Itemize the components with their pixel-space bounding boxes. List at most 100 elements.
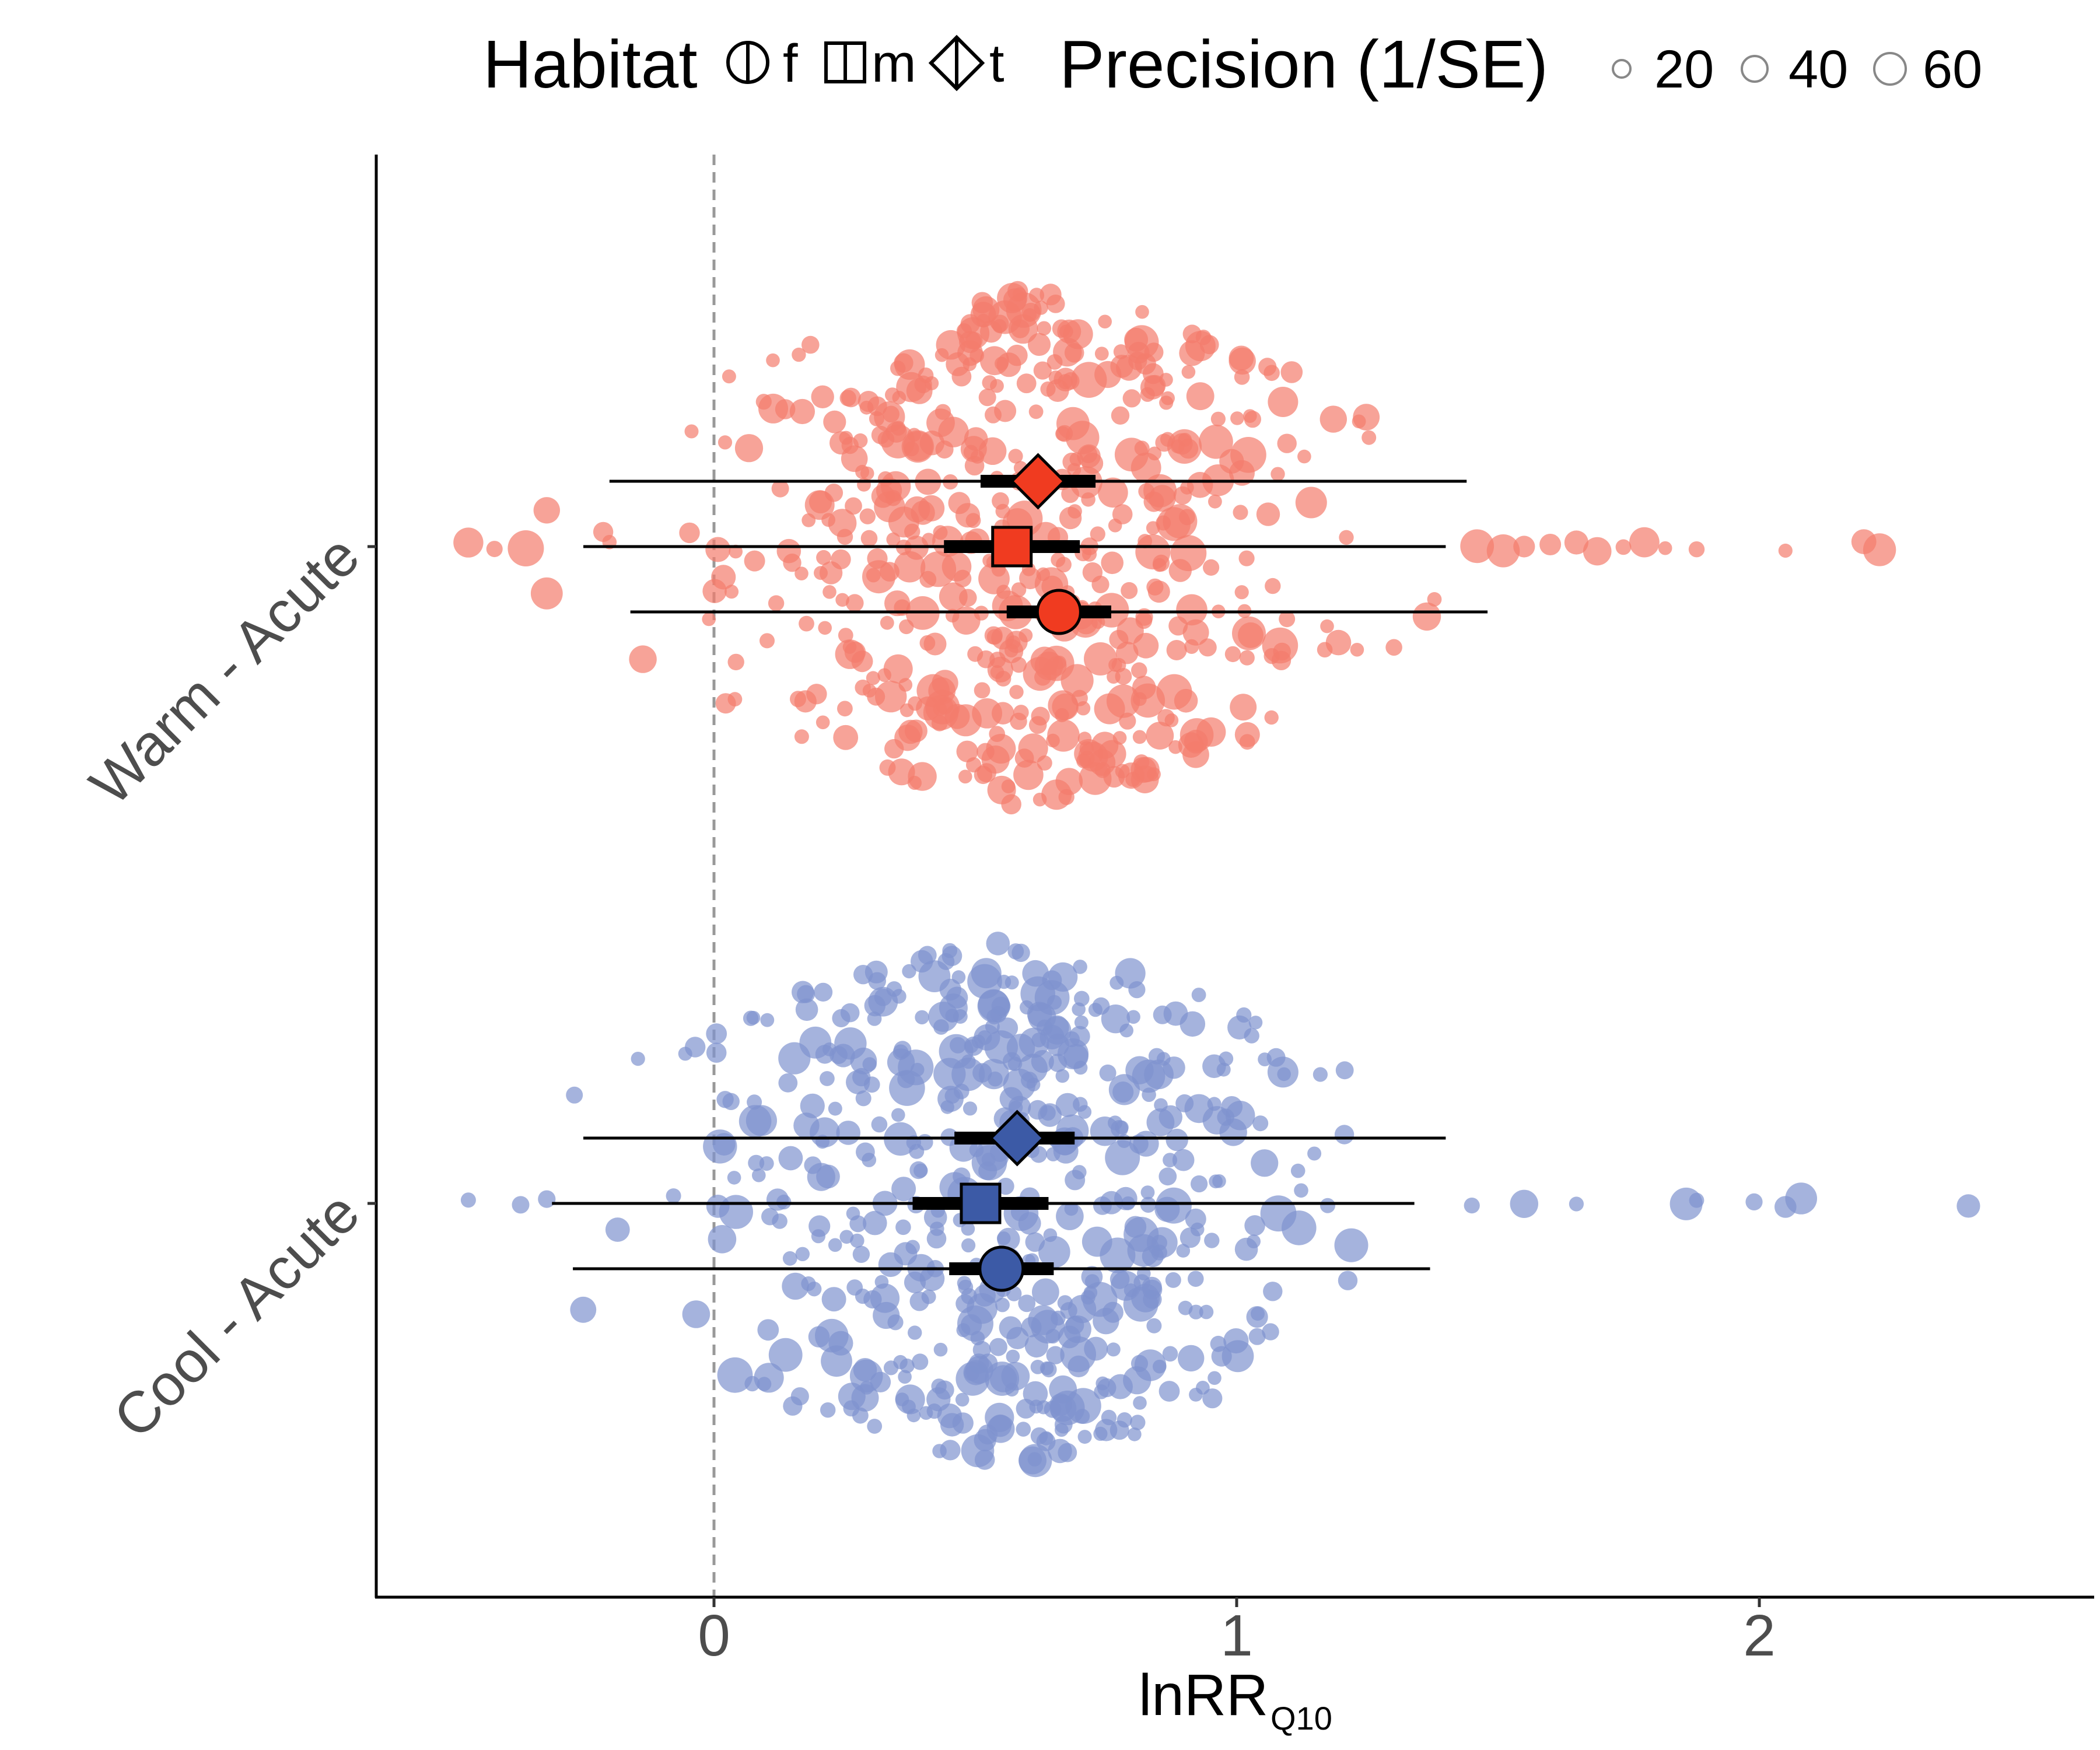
- effect-size-point: [1100, 1237, 1136, 1273]
- effect-size-point: [933, 1342, 948, 1357]
- effect-size-point: [1166, 1128, 1188, 1152]
- legend: Habitat f m t Precision (1/SE) 20 40 60: [483, 26, 1982, 102]
- effect-size-point: [1957, 1194, 1980, 1218]
- effect-size-point: [831, 549, 851, 570]
- effect-size-point: [1106, 1342, 1121, 1357]
- effect-size-point: [814, 982, 833, 1002]
- effect-size-point: [1019, 567, 1041, 590]
- effect-size-point: [1003, 288, 1027, 312]
- effect-size-point: [1564, 530, 1588, 555]
- effect-size-point: [508, 530, 544, 566]
- effect-size-point: [1009, 685, 1024, 699]
- effect-size-point: [1204, 1233, 1220, 1248]
- effect-size-point: [1181, 365, 1196, 379]
- effect-size-point: [1056, 407, 1090, 440]
- x-axis-label-subscript: Q10: [1270, 1700, 1332, 1737]
- effect-size-point: [1154, 1098, 1168, 1112]
- effect-size-point: [1077, 1105, 1092, 1119]
- effect-size-point: [897, 1070, 915, 1088]
- effect-size-point: [1159, 396, 1174, 410]
- effect-size-point: [679, 522, 700, 544]
- effect-size-point: [1412, 602, 1441, 631]
- effect-size-point: [1108, 1074, 1140, 1105]
- effect-size-point: [974, 682, 991, 699]
- estimate-marker-t: [1009, 453, 1067, 510]
- effect-size-point: [828, 509, 857, 537]
- effect-size-point: [1168, 740, 1182, 754]
- effect-size-point: [1228, 347, 1256, 375]
- effect-size-point: [821, 1287, 846, 1312]
- effect-size-point: [986, 734, 1016, 764]
- x-tick-label: 0: [698, 1603, 730, 1668]
- legend-habitat-diamond-key: [928, 34, 985, 92]
- legend-precision-60-key: [1873, 52, 1907, 86]
- y-tick-label-warm-acute: Warm - Acute: [78, 523, 372, 817]
- effect-size-point: [702, 612, 716, 626]
- effect-size-point: [722, 369, 736, 384]
- effect-size-point: [977, 1030, 992, 1045]
- effect-size-point: [1030, 1360, 1045, 1374]
- legend-habitat-title: Habitat: [483, 26, 698, 102]
- effect-size-point: [933, 1019, 949, 1035]
- effect-size-point: [820, 1402, 836, 1418]
- effect-size-point: [1038, 1236, 1070, 1268]
- effect-size-point: [816, 715, 830, 730]
- effect-size-point: [1153, 1359, 1167, 1374]
- effect-size-point: [729, 544, 743, 559]
- effect-size-point: [1110, 1269, 1130, 1289]
- effect-size-point: [1186, 382, 1214, 411]
- effect-size-point: [453, 527, 484, 558]
- effect-size-point: [1074, 1409, 1090, 1424]
- effect-size-point: [1121, 582, 1138, 599]
- effect-size-point: [1058, 1325, 1081, 1349]
- estimate-marker-m: [991, 526, 1033, 568]
- effect-size-point: [909, 1161, 928, 1180]
- effect-size-point: [1093, 1196, 1112, 1215]
- effect-size-point: [1094, 693, 1125, 724]
- effect-size-point: [1005, 975, 1019, 990]
- effect-size-point: [955, 1392, 970, 1407]
- x-axis-label-main: lnRR: [1139, 1662, 1268, 1728]
- effect-size-point: [1072, 1165, 1087, 1180]
- effect-size-point: [806, 684, 827, 705]
- effect-size-point: [964, 1039, 979, 1054]
- effect-size-point: [974, 1284, 996, 1307]
- effect-size-point: [1280, 361, 1303, 383]
- effect-size-point: [1040, 284, 1062, 306]
- effect-size-point: [1041, 779, 1072, 810]
- effect-size-point: [915, 1010, 929, 1025]
- effect-size-point: [1262, 627, 1298, 664]
- effect-size-point: [1248, 1328, 1266, 1345]
- effect-size-point: [1166, 640, 1187, 660]
- effect-size-point: [1264, 710, 1279, 725]
- estimate-marker-f: [978, 1245, 1025, 1292]
- effect-size-point: [1081, 1266, 1103, 1288]
- effect-size-point: [951, 366, 972, 387]
- effect-size-point: [1583, 537, 1612, 566]
- effect-size-point: [1350, 643, 1364, 657]
- effect-size-point: [1268, 387, 1298, 417]
- effect-size-point: [888, 758, 915, 786]
- effect-size-point: [948, 492, 971, 514]
- effect-size-point: [1010, 657, 1027, 673]
- effect-size-point: [838, 628, 853, 643]
- effect-size-point: [1030, 1427, 1048, 1445]
- effect-size-point: [800, 1093, 825, 1118]
- effect-size-point: [1295, 487, 1327, 519]
- effect-size-point: [845, 497, 862, 515]
- effect-size-point: [1189, 1388, 1203, 1402]
- effect-size-point: [1006, 1034, 1035, 1062]
- effect-size-point: [1008, 449, 1023, 464]
- x-tick-label: 2: [1743, 1603, 1776, 1668]
- legend-habitat-m: m: [872, 34, 916, 93]
- effect-size-point: [1037, 321, 1052, 336]
- effect-size-point: [1094, 360, 1122, 388]
- effect-size-point: [1238, 622, 1264, 648]
- effect-size-point: [871, 1116, 888, 1133]
- effect-size-point: [708, 1225, 737, 1254]
- effect-size-point: [1178, 1300, 1193, 1315]
- effect-size-point: [952, 606, 981, 635]
- effect-size-point: [1216, 1062, 1231, 1077]
- effect-size-point: [940, 1100, 954, 1114]
- effect-size-point: [1629, 527, 1660, 558]
